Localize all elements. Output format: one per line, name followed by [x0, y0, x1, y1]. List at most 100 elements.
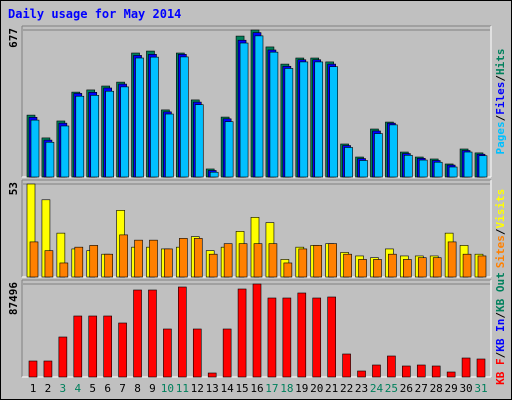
- bar: [431, 365, 441, 378]
- legend-entry: KB F: [494, 358, 507, 385]
- bar: [312, 297, 322, 378]
- bar: [299, 61, 309, 178]
- x-tick-label: 25: [385, 382, 398, 395]
- bar: [222, 328, 232, 378]
- bar: [478, 155, 488, 178]
- legend: KB F/KB In/KB Out: [494, 272, 507, 385]
- bar: [120, 86, 129, 178]
- bar: [342, 353, 351, 378]
- bar: [461, 357, 471, 378]
- bar: [477, 255, 487, 278]
- x-tick-label: 15: [235, 382, 248, 395]
- bar: [416, 364, 426, 378]
- x-tick-label: 19: [295, 382, 308, 395]
- bar: [329, 66, 338, 178]
- legend-entry: Hits: [494, 49, 507, 76]
- bar: [237, 288, 247, 378]
- bar: [267, 297, 277, 378]
- bar: [45, 141, 55, 178]
- legend-entry: Files: [494, 82, 507, 115]
- bar: [344, 147, 353, 178]
- bar: [328, 243, 337, 278]
- bar: [194, 104, 204, 178]
- bar: [209, 171, 219, 178]
- bar: [105, 90, 114, 178]
- legend-entry: KB In: [494, 319, 507, 352]
- bar: [313, 245, 323, 278]
- y-max-label: 53: [7, 182, 20, 195]
- x-tick-label: 8: [134, 382, 141, 395]
- bar: [418, 159, 428, 178]
- bar: [90, 95, 100, 178]
- legend-separator: /: [494, 228, 507, 235]
- bar: [29, 241, 39, 278]
- bar: [165, 113, 174, 178]
- bar: [387, 355, 396, 378]
- bar: [374, 133, 383, 178]
- bar: [389, 124, 398, 178]
- x-tick-label: 10: [161, 382, 174, 395]
- bar: [447, 241, 457, 278]
- bar: [297, 292, 307, 378]
- legend-entry: KB Out: [494, 272, 507, 312]
- bar: [446, 371, 456, 378]
- x-tick-label: 12: [191, 382, 204, 395]
- bar: [178, 286, 187, 378]
- x-tick-label: 20: [310, 382, 323, 395]
- bar: [134, 239, 143, 278]
- x-tick-label: 5: [89, 382, 96, 395]
- bar: [135, 57, 144, 178]
- bar: [164, 248, 173, 278]
- x-tick-label: 28: [430, 382, 443, 395]
- bar: [58, 336, 68, 378]
- bar: [433, 161, 443, 178]
- bar: [417, 257, 427, 278]
- bar: [403, 259, 412, 278]
- chart-title: Daily usage for May 2014: [8, 7, 181, 21]
- bar: [224, 121, 234, 178]
- bar: [282, 297, 292, 378]
- bar: [75, 95, 85, 178]
- bar: [283, 262, 293, 278]
- y-max-label: 677: [7, 28, 20, 48]
- legend-separator: /: [494, 351, 507, 358]
- bar: [327, 296, 336, 378]
- bar: [60, 125, 70, 178]
- bar: [74, 246, 84, 278]
- bar: [89, 245, 99, 278]
- bar: [192, 328, 202, 378]
- x-tick-label: 9: [149, 382, 156, 395]
- x-tick-label: 2: [45, 382, 52, 395]
- bar: [104, 253, 113, 278]
- x-tick-label: 27: [415, 382, 428, 395]
- bar: [298, 248, 308, 278]
- x-tick-label: 6: [104, 382, 111, 395]
- bar: [462, 253, 472, 278]
- bar: [150, 56, 159, 178]
- bar: [388, 253, 397, 278]
- bar: [343, 253, 352, 278]
- bar: [448, 166, 458, 178]
- legend-entry: Pages: [494, 121, 507, 154]
- bar: [88, 315, 98, 378]
- bar: [373, 259, 382, 278]
- x-tick-label: 29: [445, 382, 458, 395]
- bar: [402, 365, 411, 378]
- x-tick-label: 13: [206, 382, 219, 395]
- bar: [163, 328, 172, 378]
- bar: [314, 61, 324, 178]
- bar: [207, 372, 217, 378]
- bar: [463, 151, 473, 178]
- legend-separator: /: [494, 114, 507, 121]
- bar: [44, 250, 54, 278]
- bar: [119, 234, 128, 278]
- bar: [133, 289, 142, 378]
- bar: [269, 51, 279, 178]
- bar: [180, 56, 189, 178]
- x-tick-label: 30: [459, 382, 472, 395]
- x-tick-label: 7: [119, 382, 126, 395]
- bar: [208, 253, 218, 278]
- x-tick-label: 17: [265, 382, 278, 395]
